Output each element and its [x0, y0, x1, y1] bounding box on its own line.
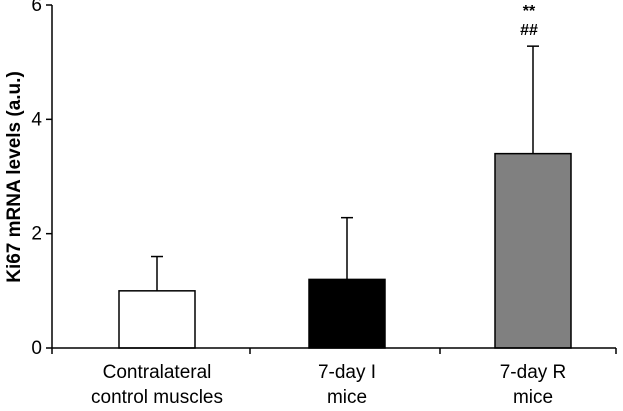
- bar: [308, 278, 386, 349]
- x-category-label: 7-day R: [500, 362, 567, 383]
- y-tick-label: 6: [31, 0, 42, 16]
- y-tick-label: 0: [31, 338, 42, 359]
- y-tick-label: 4: [31, 109, 42, 130]
- y-axis: 0 2 4 6: [31, 0, 53, 359]
- x-category-label: control muscles: [91, 387, 223, 408]
- bars-group: ** ##: [118, 3, 572, 349]
- significance-marker: **: [523, 3, 536, 20]
- y-tick-label: 2: [31, 224, 42, 245]
- x-category-label: Contralateral: [103, 362, 212, 383]
- significance-marker: ##: [520, 22, 538, 39]
- x-axis: Contralateral control muscles 7-day I mice 7…: [51, 347, 617, 408]
- x-category-label: 7-day I: [318, 362, 376, 383]
- x-category-label: mice: [513, 387, 553, 408]
- y-axis-title: Ki67 mRNA levels (a.u.): [4, 71, 25, 283]
- x-category-label: mice: [327, 387, 367, 408]
- bar: [118, 290, 196, 349]
- bar: [494, 152, 572, 349]
